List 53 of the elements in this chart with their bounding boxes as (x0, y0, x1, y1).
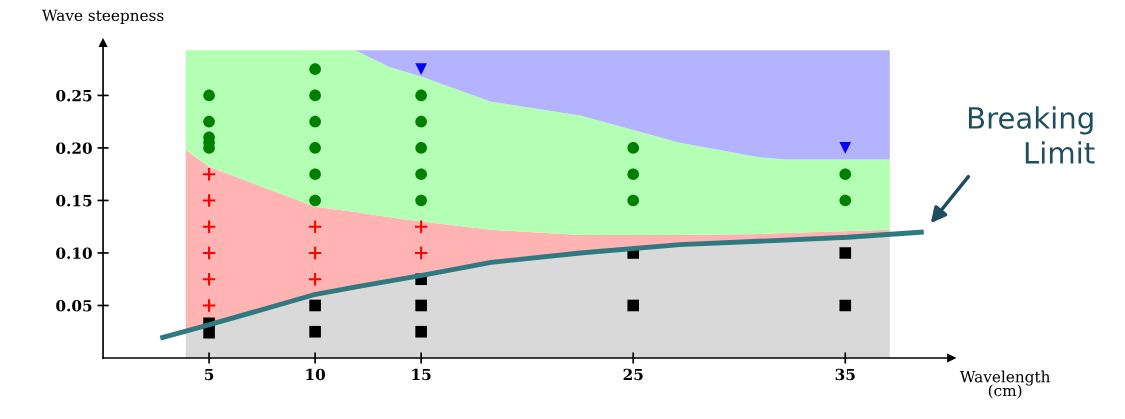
point (309, 115, 321, 128)
point (309, 168, 321, 180)
y-tick-label: 0.10 (56, 247, 92, 259)
point (309, 142, 321, 154)
point (309, 325, 321, 338)
point (203, 89, 215, 102)
y-tick-label: 0.20 (56, 142, 92, 154)
point (309, 194, 321, 207)
point (201, 219, 217, 234)
point (309, 299, 321, 312)
y-tick-label: 0.05 (56, 299, 92, 312)
annotation: Breaking Limit (968, 106, 1095, 164)
point (627, 299, 640, 312)
point (839, 247, 852, 259)
point (415, 115, 427, 128)
point (839, 168, 852, 180)
point (627, 194, 640, 207)
point (307, 219, 323, 234)
x-tick-label: 5 (205, 368, 214, 381)
point (309, 63, 321, 75)
point (415, 142, 427, 154)
point (203, 115, 215, 128)
point (413, 245, 429, 261)
point (415, 168, 427, 180)
point (627, 142, 640, 154)
point (201, 298, 217, 313)
y-tick-label: 0.15 (56, 194, 92, 207)
y-tick-label: 0.25 (56, 89, 92, 102)
y-axis-title: Wave steepness (41, 9, 164, 24)
point (201, 193, 217, 208)
point (307, 245, 323, 261)
point (839, 194, 852, 207)
point (627, 168, 640, 180)
point (415, 299, 427, 312)
x-tick-label: 15 (412, 368, 431, 381)
x-tick-label: 35 (835, 368, 855, 381)
point (415, 194, 427, 207)
point (203, 326, 215, 339)
line-series (157, 229, 927, 341)
point (415, 63, 427, 75)
x-tick-label: 10 (306, 368, 326, 381)
point (309, 89, 321, 102)
point (839, 299, 852, 312)
point (415, 325, 427, 338)
x-tick-label: 25 (623, 368, 643, 381)
point (201, 245, 217, 261)
point (839, 142, 852, 154)
point (201, 166, 217, 182)
point (201, 271, 217, 287)
point (413, 219, 429, 234)
point (415, 89, 427, 102)
point (307, 271, 323, 287)
x-axis-title: Wavelength (cm) (959, 370, 1051, 399)
